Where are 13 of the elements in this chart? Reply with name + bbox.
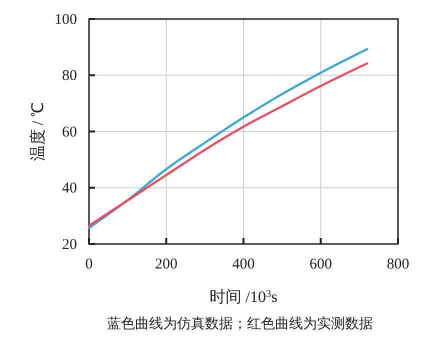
- y-tick-label: 60: [62, 124, 77, 140]
- x-tick-label: 600: [310, 256, 332, 273]
- x-axis-title: 时间 /10$^{3}$s: [210, 288, 278, 306]
- x-tick-label: 200: [155, 256, 178, 273]
- x-tick-label: 800: [386, 256, 410, 273]
- text: 蓝色曲线为仿真数据；红色曲线为实测数据: [107, 316, 373, 332]
- y-tick-label: 20: [62, 236, 77, 253]
- y-tick-label: 100: [54, 12, 77, 28]
- x-tick-label: 0: [85, 256, 93, 273]
- y-axis-title: 温度 / ℃: [29, 102, 47, 162]
- y-tick-label: 40: [62, 180, 77, 197]
- y-tick-label: 80: [62, 68, 77, 84]
- x-tick-label: 400: [232, 256, 255, 273]
